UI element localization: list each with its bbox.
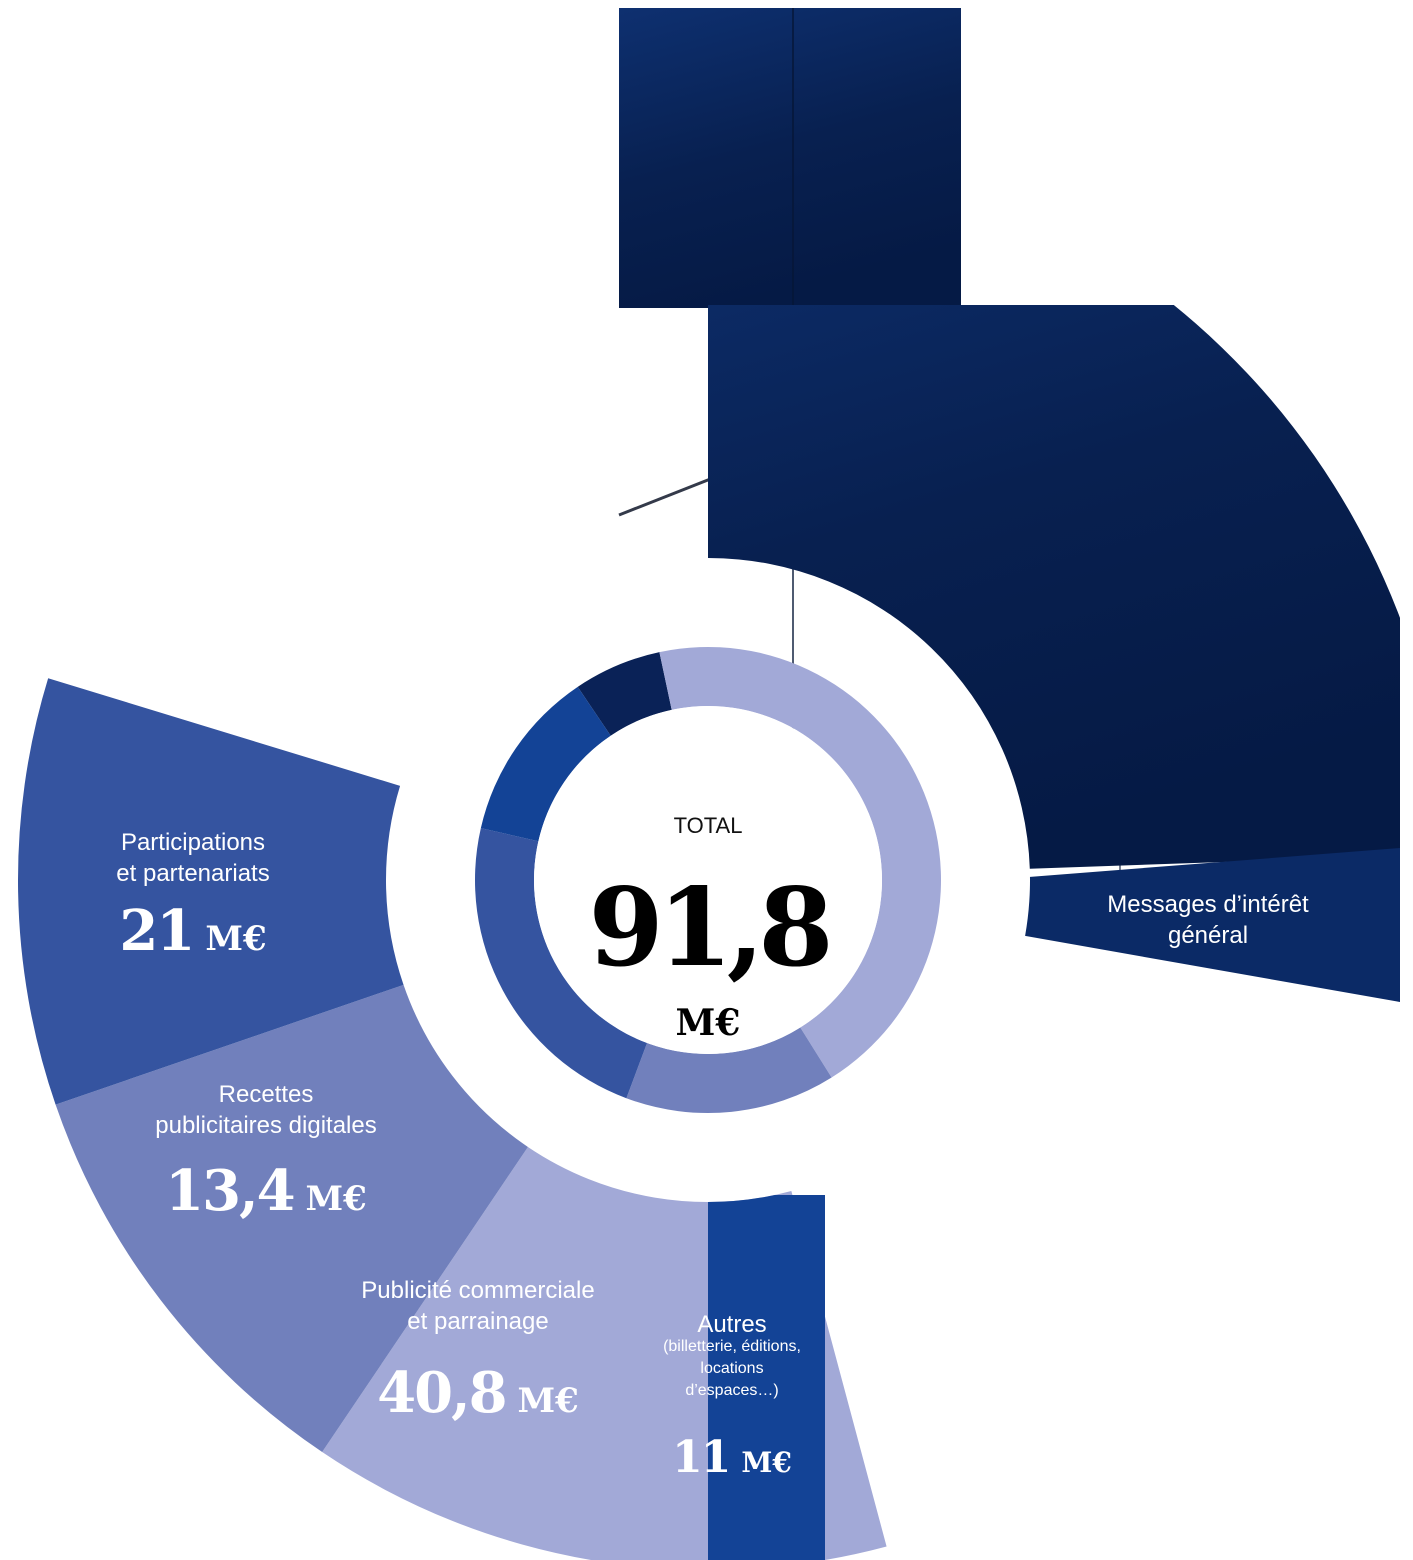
slice-label: Recettes	[219, 1081, 314, 1108]
ring-segment	[577, 652, 672, 736]
ring-segment	[480, 686, 611, 842]
total-block: TOTAL 91,8 M€	[588, 813, 834, 1044]
ring-segment	[626, 1027, 832, 1113]
outer-slice	[55, 984, 528, 1453]
total-label: TOTAL	[674, 813, 743, 838]
total-value: 91,8	[588, 865, 828, 991]
slice-label: Messages d’intérêt	[1107, 891, 1309, 918]
slice-value: 5,6 M€	[1161, 976, 1255, 1011]
slice-sublabel: (billetterie, éditions,	[663, 1338, 801, 1355]
slice-label: Publicité commerciale	[361, 1277, 594, 1304]
slice-label: général	[1168, 922, 1248, 949]
inner-donut-ring	[474, 647, 941, 1113]
slice-label: Autres	[697, 1311, 766, 1338]
center-hole	[534, 706, 882, 1054]
outer-slice	[17, 678, 404, 1105]
slice-labels: Messages d’intérêt général 5,6 M€ Publicité …	[116, 829, 1309, 1483]
ring-segment	[659, 647, 941, 1078]
slice-label: et parrainage	[407, 1308, 548, 1335]
ring-segment	[474, 828, 648, 1099]
total-unit: M€	[676, 1002, 741, 1044]
slice-sublabel: locations	[700, 1360, 763, 1377]
outer-slice	[708, 305, 1400, 869]
outer-slices	[17, 305, 1400, 1560]
slice-label: Participations	[121, 829, 265, 856]
outer-slice	[708, 1195, 825, 1560]
slice-sublabel: d’espaces…)	[685, 1382, 778, 1399]
slice-label: et partenariats	[116, 860, 269, 887]
slice-label: publicitaires digitales	[155, 1112, 376, 1139]
